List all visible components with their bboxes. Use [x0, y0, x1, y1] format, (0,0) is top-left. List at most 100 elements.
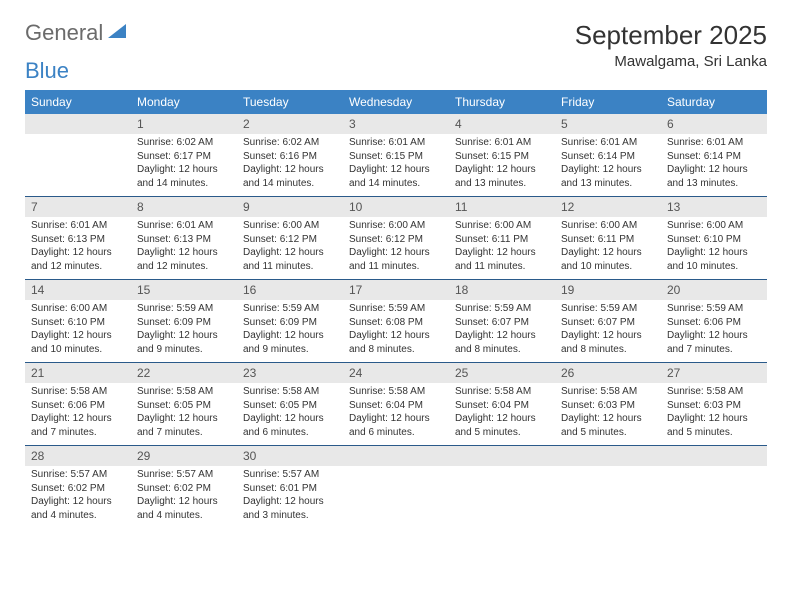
- day-number: 24: [343, 363, 449, 383]
- day-number-empty: [661, 446, 767, 466]
- sunrise-text: Sunrise: 5:59 AM: [349, 302, 443, 316]
- daylight-text: Daylight: 12 hours and 7 minutes.: [667, 329, 761, 356]
- day-cell: 25Sunrise: 5:58 AMSunset: 6:04 PMDayligh…: [449, 363, 555, 446]
- day-cell: 3Sunrise: 6:01 AMSunset: 6:15 PMDaylight…: [343, 114, 449, 197]
- month-title: September 2025: [575, 20, 767, 51]
- sunrise-text: Sunrise: 6:00 AM: [31, 302, 125, 316]
- day-cell: 9Sunrise: 6:00 AMSunset: 6:12 PMDaylight…: [237, 197, 343, 280]
- sunset-text: Sunset: 6:07 PM: [561, 316, 655, 330]
- day-number: 21: [25, 363, 131, 383]
- sunset-text: Sunset: 6:10 PM: [667, 233, 761, 247]
- sunset-text: Sunset: 6:14 PM: [667, 150, 761, 164]
- daylight-text: Daylight: 12 hours and 12 minutes.: [31, 246, 125, 273]
- daylight-text: Daylight: 12 hours and 4 minutes.: [137, 495, 231, 522]
- day-cell: 12Sunrise: 6:00 AMSunset: 6:11 PMDayligh…: [555, 197, 661, 280]
- header-friday: Friday: [555, 90, 661, 114]
- sunrise-text: Sunrise: 5:59 AM: [455, 302, 549, 316]
- day-cell: 21Sunrise: 5:58 AMSunset: 6:06 PMDayligh…: [25, 363, 131, 446]
- week-row: 1Sunrise: 6:02 AMSunset: 6:17 PMDaylight…: [25, 114, 767, 197]
- day-number: 11: [449, 197, 555, 217]
- daylight-text: Daylight: 12 hours and 5 minutes.: [667, 412, 761, 439]
- sunrise-text: Sunrise: 6:01 AM: [137, 219, 231, 233]
- daylight-text: Daylight: 12 hours and 11 minutes.: [455, 246, 549, 273]
- daylight-text: Daylight: 12 hours and 8 minutes.: [561, 329, 655, 356]
- day-cell: 8Sunrise: 6:01 AMSunset: 6:13 PMDaylight…: [131, 197, 237, 280]
- sunrise-text: Sunrise: 5:57 AM: [243, 468, 337, 482]
- day-number: 12: [555, 197, 661, 217]
- sunrise-text: Sunrise: 5:58 AM: [243, 385, 337, 399]
- sunrise-text: Sunrise: 5:57 AM: [137, 468, 231, 482]
- sunrise-text: Sunrise: 6:01 AM: [31, 219, 125, 233]
- day-cell: 27Sunrise: 5:58 AMSunset: 6:03 PMDayligh…: [661, 363, 767, 446]
- day-content: Sunrise: 6:00 AMSunset: 6:11 PMDaylight:…: [555, 217, 661, 279]
- day-number: 15: [131, 280, 237, 300]
- day-content: Sunrise: 5:59 AMSunset: 6:09 PMDaylight:…: [237, 300, 343, 362]
- day-number: 2: [237, 114, 343, 134]
- daylight-text: Daylight: 12 hours and 12 minutes.: [137, 246, 231, 273]
- day-number: 25: [449, 363, 555, 383]
- sunset-text: Sunset: 6:11 PM: [561, 233, 655, 247]
- sunset-text: Sunset: 6:11 PM: [455, 233, 549, 247]
- day-content: Sunrise: 5:58 AMSunset: 6:06 PMDaylight:…: [25, 383, 131, 445]
- logo-text-general: General: [25, 20, 103, 46]
- header-wednesday: Wednesday: [343, 90, 449, 114]
- daylight-text: Daylight: 12 hours and 5 minutes.: [455, 412, 549, 439]
- sunrise-text: Sunrise: 5:58 AM: [31, 385, 125, 399]
- daylight-text: Daylight: 12 hours and 4 minutes.: [31, 495, 125, 522]
- day-content: Sunrise: 6:02 AMSunset: 6:16 PMDaylight:…: [237, 134, 343, 196]
- sunset-text: Sunset: 6:04 PM: [455, 399, 549, 413]
- sunset-text: Sunset: 6:13 PM: [31, 233, 125, 247]
- sunset-text: Sunset: 6:10 PM: [31, 316, 125, 330]
- week-row: 14Sunrise: 6:00 AMSunset: 6:10 PMDayligh…: [25, 280, 767, 363]
- sunrise-text: Sunrise: 6:00 AM: [243, 219, 337, 233]
- sunrise-text: Sunrise: 6:00 AM: [561, 219, 655, 233]
- daylight-text: Daylight: 12 hours and 10 minutes.: [31, 329, 125, 356]
- sunset-text: Sunset: 6:12 PM: [243, 233, 337, 247]
- day-content: Sunrise: 6:00 AMSunset: 6:12 PMDaylight:…: [343, 217, 449, 279]
- sunset-text: Sunset: 6:09 PM: [137, 316, 231, 330]
- day-content: Sunrise: 6:01 AMSunset: 6:13 PMDaylight:…: [131, 217, 237, 279]
- day-cell: [343, 446, 449, 529]
- sunset-text: Sunset: 6:03 PM: [561, 399, 655, 413]
- day-cell: 5Sunrise: 6:01 AMSunset: 6:14 PMDaylight…: [555, 114, 661, 197]
- daylight-text: Daylight: 12 hours and 7 minutes.: [137, 412, 231, 439]
- daylight-text: Daylight: 12 hours and 14 minutes.: [243, 163, 337, 190]
- daylight-text: Daylight: 12 hours and 9 minutes.: [137, 329, 231, 356]
- day-number: 10: [343, 197, 449, 217]
- day-number: 26: [555, 363, 661, 383]
- sunset-text: Sunset: 6:15 PM: [349, 150, 443, 164]
- day-cell: 13Sunrise: 6:00 AMSunset: 6:10 PMDayligh…: [661, 197, 767, 280]
- day-number: 13: [661, 197, 767, 217]
- sunrise-text: Sunrise: 6:00 AM: [349, 219, 443, 233]
- sunset-text: Sunset: 6:07 PM: [455, 316, 549, 330]
- day-content-empty: [343, 466, 449, 514]
- day-cell: 24Sunrise: 5:58 AMSunset: 6:04 PMDayligh…: [343, 363, 449, 446]
- week-row: 21Sunrise: 5:58 AMSunset: 6:06 PMDayligh…: [25, 363, 767, 446]
- day-content: Sunrise: 5:58 AMSunset: 6:05 PMDaylight:…: [131, 383, 237, 445]
- daylight-text: Daylight: 12 hours and 9 minutes.: [243, 329, 337, 356]
- sunrise-text: Sunrise: 5:58 AM: [561, 385, 655, 399]
- day-number: 8: [131, 197, 237, 217]
- sunrise-text: Sunrise: 6:02 AM: [243, 136, 337, 150]
- daylight-text: Daylight: 12 hours and 6 minutes.: [243, 412, 337, 439]
- day-content: Sunrise: 6:00 AMSunset: 6:10 PMDaylight:…: [25, 300, 131, 362]
- sunrise-text: Sunrise: 5:59 AM: [667, 302, 761, 316]
- daylight-text: Daylight: 12 hours and 14 minutes.: [349, 163, 443, 190]
- day-content: Sunrise: 6:01 AMSunset: 6:15 PMDaylight:…: [343, 134, 449, 196]
- day-number: 4: [449, 114, 555, 134]
- day-number: 1: [131, 114, 237, 134]
- daylight-text: Daylight: 12 hours and 3 minutes.: [243, 495, 337, 522]
- day-cell: 1Sunrise: 6:02 AMSunset: 6:17 PMDaylight…: [131, 114, 237, 197]
- day-number: 22: [131, 363, 237, 383]
- calendar-table: Sunday Monday Tuesday Wednesday Thursday…: [25, 90, 767, 528]
- day-content: Sunrise: 5:58 AMSunset: 6:04 PMDaylight:…: [449, 383, 555, 445]
- day-cell: 4Sunrise: 6:01 AMSunset: 6:15 PMDaylight…: [449, 114, 555, 197]
- day-content: Sunrise: 5:59 AMSunset: 6:07 PMDaylight:…: [449, 300, 555, 362]
- day-cell: 10Sunrise: 6:00 AMSunset: 6:12 PMDayligh…: [343, 197, 449, 280]
- day-content: Sunrise: 5:57 AMSunset: 6:01 PMDaylight:…: [237, 466, 343, 528]
- day-content: Sunrise: 6:02 AMSunset: 6:17 PMDaylight:…: [131, 134, 237, 196]
- day-cell: [25, 114, 131, 197]
- day-content: Sunrise: 6:01 AMSunset: 6:14 PMDaylight:…: [661, 134, 767, 196]
- sunrise-text: Sunrise: 6:00 AM: [455, 219, 549, 233]
- day-cell: 14Sunrise: 6:00 AMSunset: 6:10 PMDayligh…: [25, 280, 131, 363]
